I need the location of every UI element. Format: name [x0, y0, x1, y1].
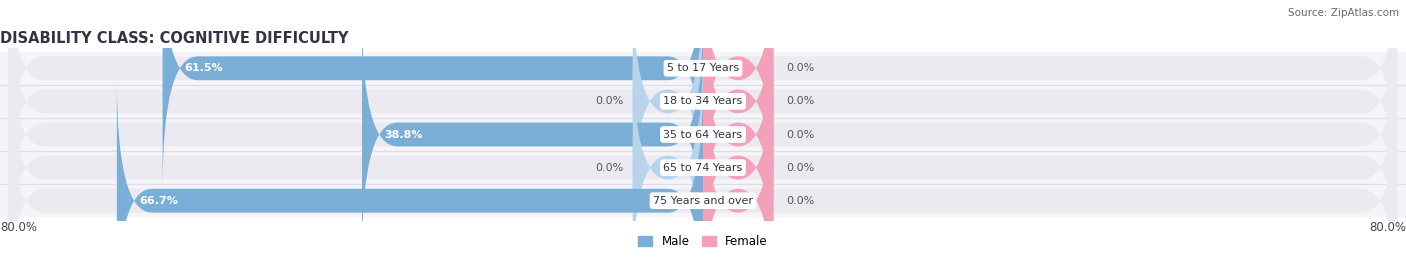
- FancyBboxPatch shape: [703, 80, 773, 269]
- Text: Source: ZipAtlas.com: Source: ZipAtlas.com: [1288, 8, 1399, 18]
- Text: 80.0%: 80.0%: [0, 221, 37, 234]
- Text: 0.0%: 0.0%: [786, 162, 814, 173]
- FancyBboxPatch shape: [117, 80, 703, 269]
- Text: 61.5%: 61.5%: [184, 63, 224, 73]
- Text: 0.0%: 0.0%: [786, 63, 814, 73]
- Text: 0.0%: 0.0%: [786, 96, 814, 107]
- FancyBboxPatch shape: [703, 47, 773, 269]
- Text: 0.0%: 0.0%: [596, 96, 624, 107]
- FancyBboxPatch shape: [8, 0, 1398, 222]
- FancyBboxPatch shape: [633, 47, 703, 269]
- Text: 5 to 17 Years: 5 to 17 Years: [666, 63, 740, 73]
- Text: 80.0%: 80.0%: [1369, 221, 1406, 234]
- Text: 38.8%: 38.8%: [384, 129, 423, 140]
- Text: 66.7%: 66.7%: [139, 196, 177, 206]
- FancyBboxPatch shape: [8, 47, 1398, 269]
- Text: 18 to 34 Years: 18 to 34 Years: [664, 96, 742, 107]
- FancyBboxPatch shape: [0, 118, 1406, 151]
- FancyBboxPatch shape: [703, 0, 773, 222]
- FancyBboxPatch shape: [163, 0, 703, 189]
- FancyBboxPatch shape: [0, 151, 1406, 184]
- Text: DISABILITY CLASS: COGNITIVE DIFFICULTY: DISABILITY CLASS: COGNITIVE DIFFICULTY: [0, 31, 349, 46]
- Legend: Male, Female: Male, Female: [634, 230, 772, 253]
- Text: 0.0%: 0.0%: [786, 129, 814, 140]
- Text: 0.0%: 0.0%: [786, 196, 814, 206]
- FancyBboxPatch shape: [0, 52, 1406, 85]
- Text: 75 Years and over: 75 Years and over: [652, 196, 754, 206]
- FancyBboxPatch shape: [703, 14, 773, 255]
- FancyBboxPatch shape: [703, 0, 773, 189]
- FancyBboxPatch shape: [8, 0, 1398, 189]
- FancyBboxPatch shape: [8, 80, 1398, 269]
- Text: 35 to 64 Years: 35 to 64 Years: [664, 129, 742, 140]
- FancyBboxPatch shape: [8, 14, 1398, 255]
- FancyBboxPatch shape: [633, 0, 703, 222]
- Text: 0.0%: 0.0%: [596, 162, 624, 173]
- FancyBboxPatch shape: [0, 85, 1406, 118]
- FancyBboxPatch shape: [363, 14, 703, 255]
- Text: 65 to 74 Years: 65 to 74 Years: [664, 162, 742, 173]
- FancyBboxPatch shape: [0, 184, 1406, 217]
